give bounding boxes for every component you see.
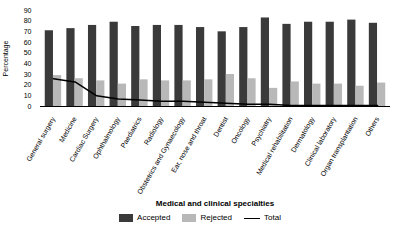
svg-text:10: 10 xyxy=(24,92,32,99)
svg-text:Medical rehabilitation: Medical rehabilitation xyxy=(255,116,294,177)
svg-text:0: 0 xyxy=(28,103,32,110)
svg-text:Cardiac Surgery: Cardiac Surgery xyxy=(68,115,100,163)
svg-text:Obstetrics and Gynaecology: Obstetrics and Gynaecology xyxy=(135,115,186,196)
svg-text:Paediatrics: Paediatrics xyxy=(119,115,143,149)
svg-text:Dermatology: Dermatology xyxy=(289,115,316,154)
svg-text:Others: Others xyxy=(364,115,381,137)
svg-text:Ear, nose and throat: Ear, nose and throat xyxy=(170,116,208,174)
html-text:Total: Total xyxy=(264,213,281,222)
svg-text:Percentage: Percentage xyxy=(2,40,10,76)
svg-text:50: 50 xyxy=(24,49,32,56)
svg-text:20: 20 xyxy=(24,81,32,88)
html-text:Medical and clinical specialti: Medical and clinical specialties xyxy=(155,199,275,208)
svg-text:Organ transplantation: Organ transplantation xyxy=(319,116,360,178)
svg-text:30: 30 xyxy=(24,71,32,78)
svg-text:Psychiatry: Psychiatry xyxy=(250,115,273,147)
svg-text:80: 80 xyxy=(24,17,32,24)
svg-text:40: 40 xyxy=(24,60,32,67)
svg-text:Medicine: Medicine xyxy=(58,116,78,144)
svg-text:90: 90 xyxy=(24,7,32,14)
html-text:Rejected: Rejected xyxy=(200,213,232,222)
svg-text:70: 70 xyxy=(24,28,32,35)
svg-text:Dentist: Dentist xyxy=(212,116,229,138)
svg-text:Oncology: Oncology xyxy=(230,115,252,145)
svg-text:General surgery: General surgery xyxy=(25,115,57,163)
svg-text:Ophthalmology: Ophthalmology xyxy=(91,115,122,160)
svg-text:Radiology: Radiology xyxy=(143,115,166,146)
html-text:Accepted: Accepted xyxy=(137,213,171,222)
svg-text:60: 60 xyxy=(24,39,32,46)
svg-text:Clinical laboratory: Clinical laboratory xyxy=(303,115,338,168)
